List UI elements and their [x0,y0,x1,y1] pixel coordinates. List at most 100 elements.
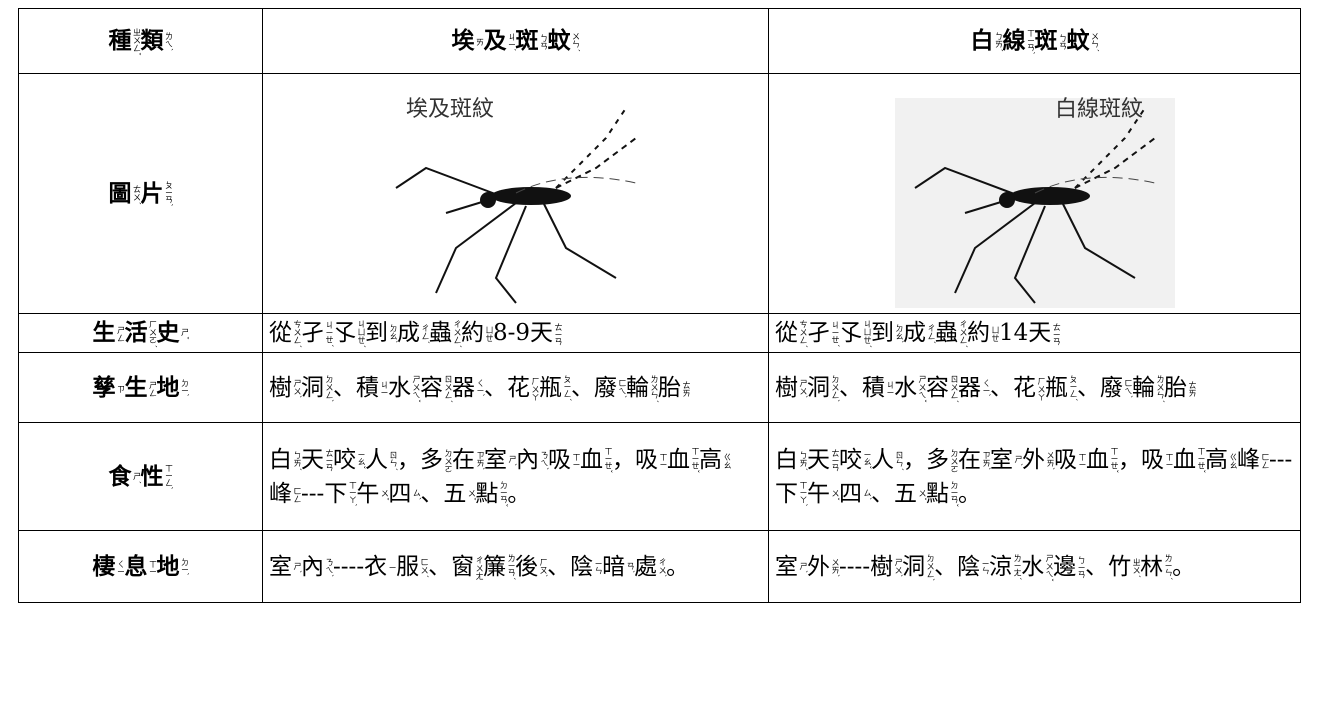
character: 涼 [989,553,1013,580]
ruby-token: 、 [428,550,451,584]
character: 、 [934,553,958,580]
character: 吸 [1141,446,1164,473]
ruby-token: 約ㄩㄝ [967,316,1000,350]
ruby-token: 孑ㄐㄧㄝˊ [807,316,840,350]
character: 洞 [301,374,324,401]
ruby-token: 成ㄔㄥˊ [397,316,430,350]
ruby-token: 片ㄆㄧㄢˋ [141,177,174,211]
zhuyin: ㄌㄨㄣˊ [650,374,659,403]
character: 處 [634,553,658,580]
character: 蟲 [935,320,958,346]
table-row: 食ㄕˊ性ㄒㄧㄥˋ 白ㄅㄞˊ天ㄊㄧㄢ咬ㄧㄠˇ人ㄖㄣˊ，多ㄉㄨㄛ在ㄗㄞˋ室ㄕˋ內ㄋㄟˋ… [18,422,1301,531]
ruby-token: 埃ㄞ [452,24,485,58]
table-row: 孳ㄗ生ㄕㄥ地ㄉㄧˋ 樹ㄕㄨˋ洞ㄉㄨㄥˋ、積ㄐㄧ水ㄕㄨㄟˇ容ㄖㄨㄥˊ器ㄑㄧˋ、花ㄏㄨ… [18,352,1301,423]
zhuyin: ㄈㄨˊ [420,557,430,578]
zhuyin: ㄅㄞˊ [293,450,302,471]
character: 四 [839,480,862,507]
ruby-token: 陰ㄧㄣ [957,550,990,584]
ruby-token: 樹ㄕㄨˋ [269,371,302,405]
zhuyin: ㄔㄨㄥˊ [959,320,968,348]
zhuyin: ㄐㄧ [886,381,895,396]
ruby-token: --- [301,477,324,511]
ruby-token: 到ㄉㄠˋ [871,316,904,350]
zhuyin: ㄨˇ [380,488,390,501]
zhuyin: ㄒㄧㄝˇ [604,447,613,474]
ruby-token: 約ㄩㄝ [461,316,494,350]
ruby-token: 、 [547,550,570,584]
zhuyin: ㄉㄧˋ [180,558,190,577]
character: 、 [839,374,862,401]
ruby-token: 白ㄅㄞˊ [269,443,302,477]
zhuyin: ㄉㄠˋ [895,324,904,344]
zhuyin: ㄊㄞ [1188,380,1197,397]
zhuyin: ㄆㄧㄥˊ [563,375,572,402]
ruby-token: --- [1269,443,1292,477]
zhuyin: ㄆㄧㄢˋ [164,181,174,208]
character: 洞 [902,553,926,580]
character: 室 [775,553,798,580]
zhuyin: ㄐㄩㄝˊ [863,320,872,348]
ruby-token: 、 [420,477,443,511]
ruby-token: 、 [484,371,507,405]
ruby-token: 花ㄏㄨㄚ [1013,371,1046,405]
table-row: 種ㄓㄨㄥˇ類ㄌㄟˋ 埃ㄞ及ㄐㄧˊ斑ㄅㄢ蚊ㄨㄣˊ 白ㄅㄞˊ線ㄒㄧㄢˋ斑ㄅㄢ蚊ㄨㄣˊ [18,8,1301,74]
ruby-token: 胎ㄊㄞ [658,371,691,405]
ruby-token: 水ㄕㄨㄟˇ [1021,550,1054,584]
zhuyin: ㄅㄞˊ [994,32,1004,52]
zhuyin: ㄐㄧㄝˊ [325,320,334,348]
zhuyin: ㄩㄝ [485,326,494,342]
ruby-token: 從ㄘㄨㄥˊ [269,316,302,350]
character: 室 [990,446,1013,473]
zhuyin: ㄊㄧㄢ [325,449,334,472]
zhuyin: ㄓㄨㄥˇ [132,28,142,56]
zhuyin: ㄔㄥˊ [927,324,936,344]
zhuyin: ㄊㄧㄢ [1052,322,1062,346]
character: 約 [967,320,990,346]
table-cell: 白ㄅㄞˊ天ㄊㄧㄢ咬ㄧㄠˇ人ㄖㄣˊ，多ㄉㄨㄛ在ㄗㄞˋ室ㄕˋ內ㄋㄟˋ吸ㄒㄧ血ㄒㄧㄝˇ… [262,422,769,531]
character: ---- [333,553,365,580]
zhuyin: ㄨˇ [918,488,927,501]
table-cell: 白ㄅㄞˊ天ㄊㄧㄢ咬ㄧㄠˇ人ㄖㄣˊ，多ㄉㄨㄛ在ㄗㄞˋ室ㄕˋ外ㄨㄞˋ吸ㄒㄧ血ㄒㄧㄝˇ… [768,422,1301,531]
character: 胎 [1164,374,1187,401]
zhuyin: ㄕㄥ [148,380,158,397]
character: 內 [301,553,324,580]
ruby-token: 、 [1077,371,1100,405]
zhuyin: ㄒㄧㄝˇ [691,447,700,474]
ruby-token: ， [397,443,420,477]
character: 地 [156,552,180,580]
ruby-token: 斑ㄅㄢ [516,24,549,58]
zhuyin: ㄖㄨㄥˊ [950,374,959,403]
ruby-token: 處ㄔㄨˋ [634,550,667,584]
ruby-token: 吸ㄒㄧ [1141,443,1174,477]
character: 午 [356,480,380,507]
ruby-token: 五ㄨˇ [894,477,927,511]
character: 血 [667,446,690,473]
character: 到 [365,320,388,346]
character: 吸 [635,446,658,473]
ruby-token: 人ㄖㄣˊ [365,443,398,477]
character: 約 [461,320,484,346]
character: ， [903,446,926,473]
ruby-token: 林ㄌㄧㄣˊ [1140,550,1173,584]
character: 、 [1085,553,1109,580]
ruby-token: 洞ㄉㄨㄥˋ [301,371,334,405]
zhuyin: ㄈㄥ [1261,452,1270,469]
zhuyin: ㄅㄢ [539,34,549,50]
zhuyin: ㄋㄟˋ [540,450,549,471]
zhuyin: ㄊㄧㄢ [831,449,840,472]
ruby-token: 四ㄙˋ [839,477,872,511]
character: 天 [301,446,324,473]
character: 孑 [301,320,324,346]
table-cell: 圖ㄊㄨˊ片ㄆㄧㄢˋ [18,73,263,314]
character: 14 [999,320,1029,346]
ruby-token: 蚊ㄨㄣˊ [548,24,581,58]
zhuyin: ㄕˇ [180,328,190,340]
character: 生 [124,373,148,401]
zhuyin: ㄙˋ [412,488,422,501]
ruby-token: 血ㄒㄧㄝˇ [1086,443,1119,477]
zhuyin: ㄌㄧㄤˊ [1013,554,1023,581]
ruby-token: 白ㄅㄞˊ [775,443,808,477]
table-cell: 食ㄕˊ性ㄒㄧㄥˋ [18,422,263,531]
character: 斑 [1034,27,1058,54]
ruby-token: 廢ㄈㄟˋ [594,371,627,405]
